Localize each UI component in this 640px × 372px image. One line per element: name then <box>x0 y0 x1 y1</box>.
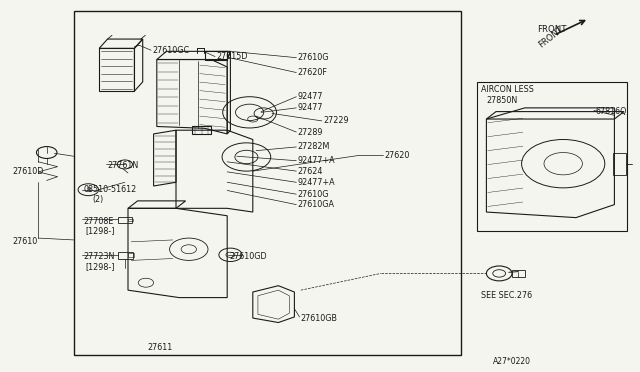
Text: [1298-]: [1298-] <box>85 226 115 235</box>
Text: 27850N: 27850N <box>486 96 518 105</box>
Text: 27610GB: 27610GB <box>301 314 338 323</box>
Text: 27708E: 27708E <box>83 217 113 226</box>
Text: AIRCON LESS: AIRCON LESS <box>481 85 534 94</box>
Text: 27610GC: 27610GC <box>152 46 189 55</box>
Text: 27610G: 27610G <box>298 190 329 199</box>
Text: 27282M: 27282M <box>298 142 330 151</box>
Text: 27611: 27611 <box>147 343 172 352</box>
Text: 27624: 27624 <box>298 167 323 176</box>
Text: 27015D: 27015D <box>216 52 248 61</box>
Text: 27229: 27229 <box>323 116 349 125</box>
Text: 27620: 27620 <box>384 151 410 160</box>
Text: 27610D: 27610D <box>13 167 44 176</box>
Text: A27*0220: A27*0220 <box>493 357 531 366</box>
Text: 67816Q: 67816Q <box>595 107 627 116</box>
Text: 92477+A: 92477+A <box>298 178 335 187</box>
Bar <box>477 82 627 231</box>
Text: 92477+A: 92477+A <box>298 156 335 165</box>
Text: 27610GD: 27610GD <box>229 252 267 261</box>
Text: (2): (2) <box>93 195 104 203</box>
Text: 27610G: 27610G <box>298 53 329 62</box>
Text: 08510-51612: 08510-51612 <box>83 185 136 194</box>
Text: S: S <box>86 187 90 193</box>
Text: SEE SEC.276: SEE SEC.276 <box>481 291 532 300</box>
Text: 27610GA: 27610GA <box>298 200 335 209</box>
Text: 27761N: 27761N <box>108 161 139 170</box>
Text: FRONT: FRONT <box>538 25 567 34</box>
Text: 92477: 92477 <box>298 103 323 112</box>
Text: 27723N: 27723N <box>83 252 115 261</box>
Text: FRONT: FRONT <box>536 25 564 49</box>
Text: 27610: 27610 <box>13 237 38 246</box>
Bar <box>74 11 461 355</box>
Text: 27620F: 27620F <box>298 68 328 77</box>
Text: 27289: 27289 <box>298 128 323 137</box>
Text: 92477: 92477 <box>298 92 323 101</box>
Text: [1298-]: [1298-] <box>85 262 115 271</box>
